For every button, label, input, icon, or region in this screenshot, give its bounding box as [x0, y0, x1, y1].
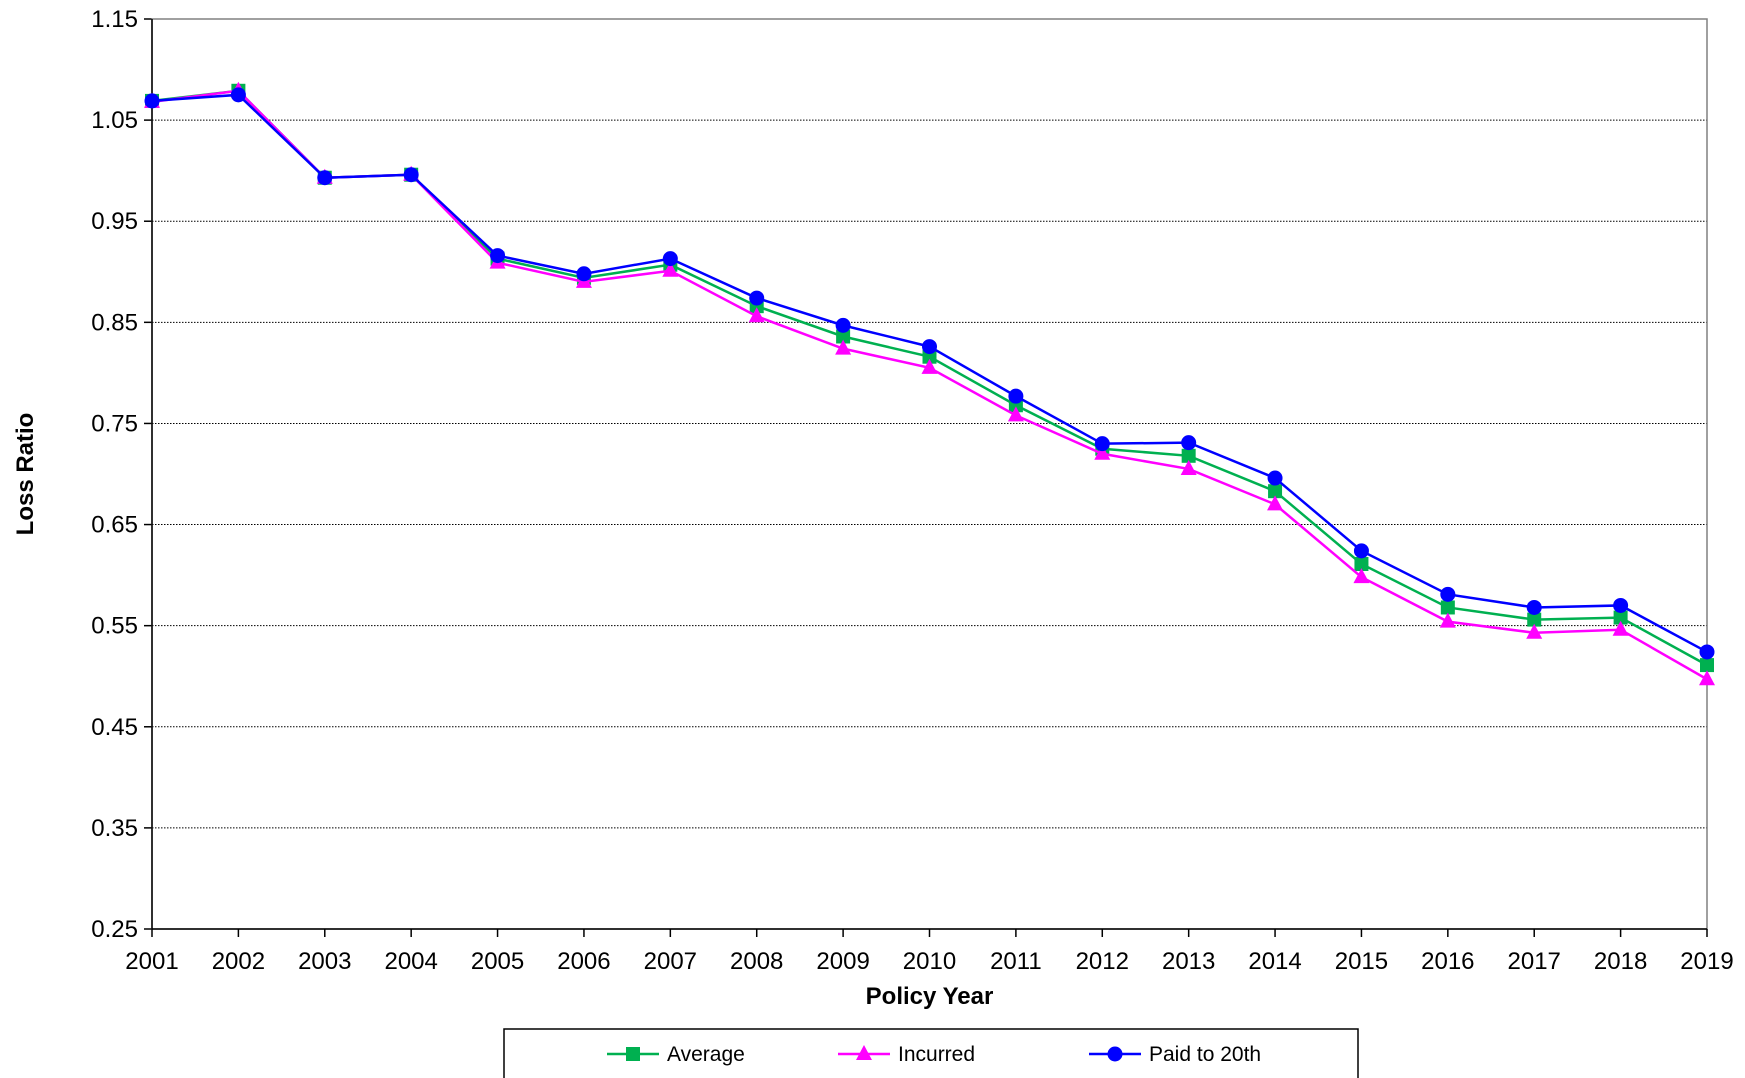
x-tick-label: 2012	[1076, 948, 1129, 975]
x-tick-label: 2004	[384, 948, 437, 975]
marker-circle	[230, 87, 246, 103]
y-tick-label: 0.25	[91, 916, 138, 943]
legend: Average Incurred Paid to 20th	[503, 1028, 1359, 1078]
y-tick-label: 0.45	[91, 714, 138, 741]
y-tick-label: 1.05	[91, 107, 138, 134]
marker-square	[1440, 600, 1455, 615]
marker-square	[1700, 658, 1714, 673]
series-lines	[144, 81, 1715, 686]
x-tick-label: 2008	[730, 948, 783, 975]
marker-circle	[1107, 1046, 1123, 1062]
series-incurred	[144, 81, 1715, 686]
marker-circle	[922, 339, 937, 355]
series-line	[151, 89, 1708, 681]
x-tick-label: 2006	[557, 948, 610, 975]
marker-triangle	[1439, 612, 1456, 628]
marker-circle	[749, 290, 765, 306]
tick-labels: 0.25 0.35 0.45 0.55 0.65 0.75 0.85 0.95 1.05 1.15…	[91, 6, 1733, 975]
marker-triangle	[1094, 444, 1111, 460]
marker-triangle	[856, 1045, 872, 1060]
plot-area-border	[151, 18, 1708, 930]
gridlines	[152, 18, 1707, 829]
marker-square	[1527, 612, 1542, 627]
x-tick-label: 2015	[1335, 948, 1388, 975]
marker-circle	[1094, 436, 1110, 452]
marker-circle	[1008, 388, 1024, 404]
marker-square	[1181, 448, 1196, 463]
marker-circle	[403, 167, 419, 183]
marker-circle	[1181, 435, 1197, 451]
y-tick-label: 0.85	[91, 309, 138, 336]
x-tick-label: 2007	[644, 948, 697, 975]
marker-circle	[662, 251, 678, 267]
x-tick-label: 2013	[1162, 948, 1215, 975]
legend-label: Paid to 20th	[1149, 1043, 1261, 1066]
marker-square	[1354, 556, 1369, 571]
marker-triangle	[921, 358, 938, 374]
marker-triangle	[1180, 459, 1197, 475]
x-tick-label: 2014	[1248, 948, 1301, 975]
x-axis-title: Policy Year	[866, 983, 994, 1010]
marker-square	[626, 1047, 640, 1061]
legend-item: Incurred	[838, 1043, 975, 1066]
marker-circle	[317, 170, 333, 186]
x-tick-label: 2003	[298, 948, 351, 975]
marker-triangle	[1699, 670, 1715, 686]
x-tick-label: 2010	[903, 948, 956, 975]
axes	[144, 18, 1708, 937]
series-average	[145, 83, 1714, 673]
marker-triangle	[1526, 623, 1543, 639]
marker-circle	[835, 317, 851, 333]
x-tick-label: 2005	[471, 948, 524, 975]
x-tick-label: 2017	[1508, 948, 1561, 975]
x-tick-label: 2018	[1594, 948, 1647, 975]
marker-circle	[1440, 586, 1456, 602]
y-tick-label: 0.75	[91, 410, 138, 437]
marker-circle	[1613, 597, 1629, 613]
x-tick-label: 2019	[1680, 948, 1733, 975]
marker-circle	[1526, 599, 1542, 615]
marker-circle	[144, 93, 160, 109]
legend-label: Average	[667, 1043, 745, 1066]
x-tick-label: 2001	[125, 948, 178, 975]
marker-circle	[576, 266, 592, 282]
marker-circle	[1353, 543, 1369, 559]
legend-label: Incurred	[898, 1043, 975, 1066]
marker-triangle	[1007, 406, 1024, 422]
legend-box	[503, 1028, 1359, 1078]
x-tick-label: 2002	[212, 948, 265, 975]
x-tick-label: 2009	[816, 948, 869, 975]
series-paid-to-20th	[144, 87, 1715, 660]
y-tick-label: 0.65	[91, 512, 138, 539]
marker-square	[1613, 610, 1628, 625]
marker-triangle	[662, 261, 679, 277]
marker-square	[1268, 484, 1283, 499]
marker-triangle	[1612, 620, 1629, 636]
y-tick-label: 1.15	[91, 6, 138, 33]
marker-triangle	[748, 307, 765, 323]
y-tick-label: 0.55	[91, 613, 138, 640]
y-tick-label: 0.35	[91, 815, 138, 842]
y-tick-label: 0.95	[91, 208, 138, 235]
legend-item: Paid to 20th	[1089, 1043, 1261, 1066]
marker-triangle	[1353, 568, 1370, 584]
x-tick-label: 2016	[1421, 948, 1474, 975]
legend-item: Average	[607, 1043, 745, 1066]
marker-circle	[1267, 470, 1283, 486]
marker-triangle	[1267, 495, 1284, 511]
marker-square	[836, 329, 851, 344]
x-tick-label: 2011	[990, 948, 1042, 975]
series-line	[151, 89, 1708, 667]
y-axis-title: Loss Ratio	[12, 413, 39, 536]
marker-circle	[490, 248, 506, 264]
marker-circle	[1699, 644, 1715, 660]
marker-triangle	[835, 339, 852, 355]
